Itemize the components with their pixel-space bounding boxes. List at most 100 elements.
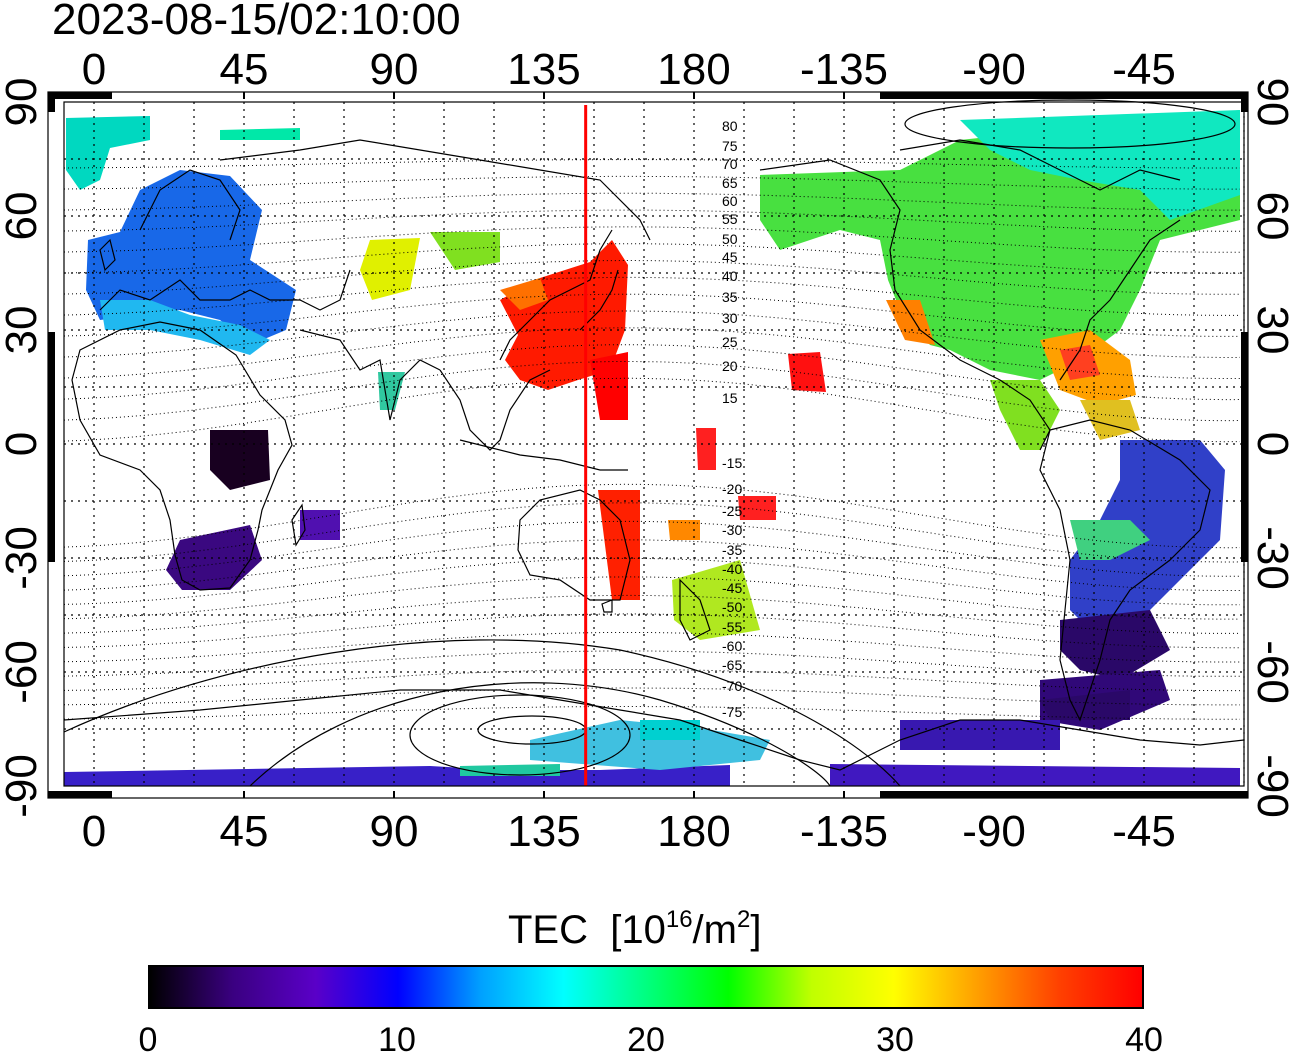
mlat-contour	[63, 327, 1240, 379]
tec-south-pacific-red	[738, 496, 776, 520]
lat-tick-left: 0	[0, 432, 46, 456]
mlat-label: 65	[722, 175, 738, 191]
colorbar-tick-1: 10	[378, 1021, 416, 1059]
colorbar-unit-prefix: [10	[610, 908, 666, 952]
mlat-contour	[63, 706, 1240, 720]
lon-tick-bottom: 45	[220, 807, 269, 856]
mlat-contour	[63, 276, 1241, 316]
colorbar-unit-exp2: 2	[736, 906, 751, 933]
lat-tick-left: 30	[0, 306, 46, 355]
tec-ross-sea	[530, 720, 770, 770]
mlat-label: 40	[722, 268, 738, 284]
lat-lon-grid	[64, 102, 1245, 786]
tec-caribbean	[1080, 400, 1140, 440]
colorbar-title: TEC [1016/m2]	[508, 906, 761, 954]
colorbar-tick-3: 30	[876, 1021, 914, 1059]
lat-tick-left: 60	[0, 192, 46, 241]
lon-tick-top: 90	[370, 45, 419, 94]
timestamp: 2023-08-15/02:10:00	[52, 0, 461, 44]
colorbar-tick-4: 40	[1125, 1021, 1163, 1059]
lon-tick-top: -45	[1112, 45, 1176, 94]
coast-indonesia	[459, 439, 628, 471]
coast-africa	[71, 321, 293, 591]
frame-top-bar-left	[48, 92, 112, 99]
mlat-label: 20	[722, 358, 738, 374]
tec-asia-green	[430, 232, 500, 270]
tec-india	[378, 372, 405, 410]
tec-japan-red-2	[590, 352, 628, 420]
colorbar-unit-exp: 16	[665, 906, 693, 933]
auroral-oval-contours	[63, 99, 1236, 787]
mlat-contour	[63, 594, 1240, 634]
mlat-label: -35	[722, 542, 742, 558]
mlat-contour	[63, 159, 1240, 169]
mlat-contour	[63, 192, 1240, 211]
lon-tick-top: 180	[657, 45, 730, 94]
mlat-contour	[63, 226, 1240, 253]
coast-japan	[579, 269, 619, 331]
lat-ticks-right: 90 60 30 0 -30 -60 -90	[1248, 78, 1294, 818]
tec-south-africa	[166, 525, 262, 590]
tec-east-china-orange	[500, 278, 548, 310]
tec-arctic-europe	[66, 116, 150, 190]
frame-bottom-bar-right	[880, 791, 1248, 798]
coast-asia-north	[219, 139, 651, 241]
mlat-label: 50	[722, 231, 738, 247]
lat-tick-left: -60	[0, 640, 46, 704]
tec-japan-east-asia	[500, 240, 628, 390]
south-pole-contour-outer2	[63, 639, 901, 787]
tec-africa-central	[210, 430, 270, 490]
south-pole-contour-outer	[249, 682, 831, 787]
mlat-label: -75	[722, 704, 742, 720]
tec-usa-west-orange	[886, 300, 935, 345]
coast-tasmania	[601, 599, 613, 613]
tec-data-layer	[64, 110, 1240, 786]
mlat-label: 35	[722, 289, 738, 305]
mlat-label: 30	[722, 310, 738, 326]
mlat-contour	[63, 344, 1241, 401]
mlat-label: -25	[722, 503, 742, 519]
mlat-contour	[63, 520, 1241, 577]
frame-right-bar-seg	[1241, 92, 1248, 112]
lon-tick-top: -90	[962, 45, 1026, 94]
mlat-contour	[63, 576, 1240, 620]
mlat-label: -70	[722, 678, 742, 694]
frame-bottom-bar-left	[48, 791, 112, 798]
lat-tick-left: 90	[0, 78, 46, 127]
coast-se-asia	[439, 369, 551, 451]
coast-arabia-india	[299, 329, 441, 421]
tec-antarctic-purple	[900, 720, 1060, 750]
mlat-contour	[63, 293, 1240, 337]
mlat-contour	[63, 260, 1240, 295]
lat-tick-left: -90	[0, 754, 46, 818]
coast-canada-arctic	[899, 139, 1181, 191]
tec-map: 0 45 90 135 180 -135 -90 -45 0 45 90 135 180 -135 -90…	[0, 45, 1294, 856]
tec-pacific-red	[788, 352, 826, 392]
tec-gulf-red	[1060, 345, 1100, 380]
mlat-label: -55	[722, 619, 742, 635]
mlat-label: -15	[722, 455, 742, 471]
tec-central-america	[990, 380, 1060, 450]
coast-scandinavia	[139, 169, 241, 241]
lon-tick-top: -135	[800, 45, 888, 94]
mlat-label: 80	[722, 118, 738, 134]
tec-australia-east	[598, 490, 640, 600]
lat-ticks-left: 90 60 30 0 -30 -60 -90	[0, 78, 46, 818]
coast-madagascar	[291, 503, 306, 547]
mlat-label: -60	[722, 638, 742, 654]
lon-tick-top: 0	[82, 45, 106, 94]
magnetic-latitude-contours	[63, 159, 1241, 720]
magnetic-latitude-labels: 80 75 70 65 60 55 50 45 40 35 30 25 20 15 -15 -20 -25 -30…	[722, 118, 742, 720]
mlat-label: 55	[722, 211, 738, 227]
mlat-label: 15	[722, 390, 738, 406]
tec-antarctic-strip	[64, 765, 730, 786]
lat-tick-right: 90	[1248, 78, 1294, 127]
lon-tick-bottom: 135	[507, 807, 580, 856]
tec-arctic-strip	[220, 128, 300, 140]
tec-greenland-cyan	[960, 110, 1240, 220]
lat-tick-right: 30	[1248, 306, 1294, 355]
tec-south-america-green	[1070, 520, 1150, 560]
tec-south-atlantic-dark	[1060, 610, 1170, 680]
lat-tick-left: -30	[0, 526, 46, 590]
colorbar	[148, 965, 1144, 1009]
